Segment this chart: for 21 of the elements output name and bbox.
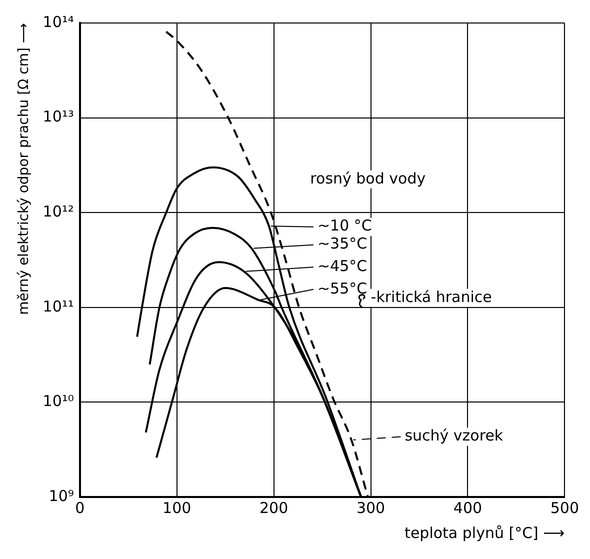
y-tick-label: 10¹⁰ [42, 392, 74, 410]
x-axis-title: teplota plynů [°C] ⟶ [404, 524, 565, 542]
annotation: rosný bod vody [310, 169, 426, 188]
y-tick-label: 10⁹ [48, 486, 74, 505]
x-tick-label: 500 [550, 498, 580, 517]
legend-label: ~55°C [317, 279, 368, 298]
legend-label: ~35°C [317, 234, 368, 253]
y-tick-label: 10¹² [42, 202, 74, 220]
y-tick-label: 10¹¹ [42, 297, 74, 316]
legend-label: ~10 °C [317, 216, 372, 235]
y-tick-label: 10¹⁴ [42, 12, 74, 31]
y-tick-label: 10¹³ [42, 108, 74, 126]
x-tick-label: 300 [356, 498, 386, 517]
legend-label: ~45°C [317, 257, 368, 275]
y-axis-title: měrný elektrický odpor prachu [Ω cm] ⟶ [16, 23, 32, 315]
x-tick-label: 100 [162, 498, 192, 517]
x-tick-label: 0 [75, 498, 85, 517]
x-tick-label: 200 [260, 498, 288, 517]
annotation: -kritická hranice [370, 288, 492, 306]
x-tick-label: 400 [453, 498, 482, 517]
legend-label: suchý vzorek [404, 426, 504, 445]
